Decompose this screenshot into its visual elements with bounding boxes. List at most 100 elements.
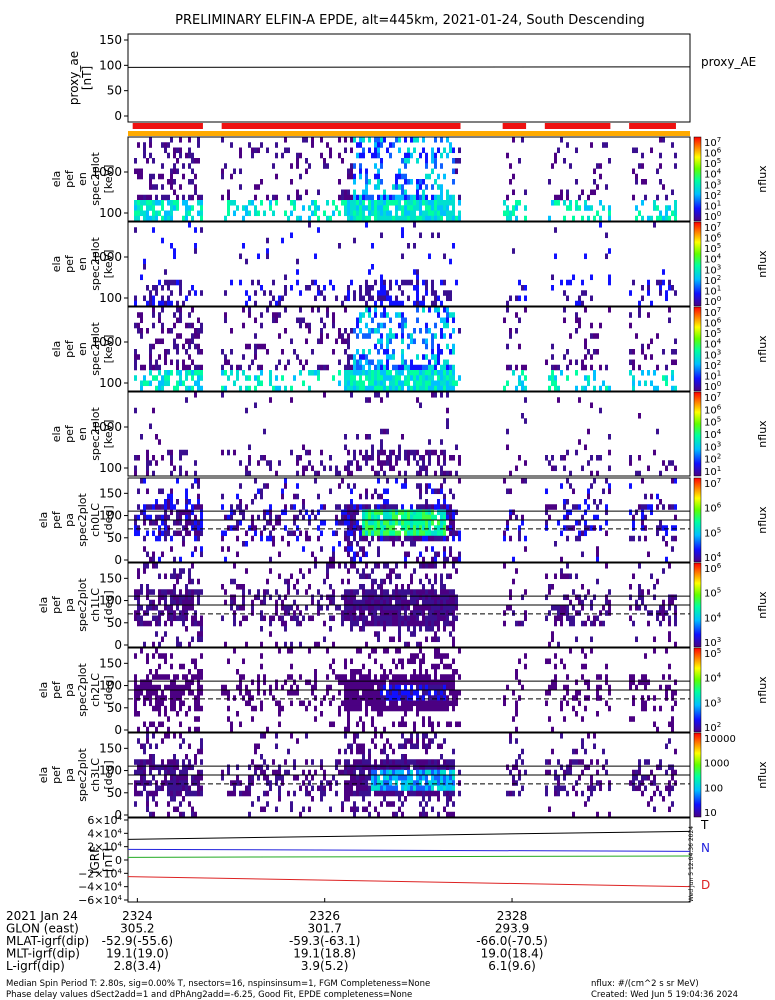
spectrogram-cell	[383, 535, 386, 542]
spectrogram-cell	[587, 460, 590, 466]
spectrogram-cell	[284, 509, 287, 516]
spectrogram-cell	[377, 509, 380, 516]
spectrogram-cell	[425, 743, 428, 750]
spectrogram-cell	[404, 599, 407, 606]
spectrogram-cell	[632, 525, 635, 531]
spectrogram-cell	[278, 312, 281, 318]
spectrogram-cell	[431, 594, 434, 601]
spectrogram-cell	[359, 648, 362, 654]
spectrogram-cell	[449, 520, 452, 526]
spectrogram-cell	[575, 594, 578, 601]
spectrogram-cell	[353, 295, 356, 302]
spectrogram-cell	[638, 364, 641, 371]
spectrogram-cell	[356, 364, 359, 371]
spectrogram-cell	[431, 636, 434, 643]
spectrogram-cell	[284, 620, 287, 627]
spectrogram-cell	[407, 520, 410, 526]
spectrogram-cell	[155, 385, 158, 392]
spectrogram-cell	[569, 620, 572, 627]
spectrogram-cell	[158, 556, 161, 563]
spectrogram-cell	[158, 380, 161, 387]
spectrogram-cell	[350, 626, 353, 632]
spectrogram-cell	[392, 785, 395, 792]
spectrogram-cell	[413, 137, 416, 143]
spectrogram-cell	[371, 785, 374, 792]
spectrogram-cell	[269, 620, 272, 627]
spectrogram-cell	[383, 499, 386, 505]
spectrogram-cell	[347, 173, 350, 180]
spectrogram-cell	[584, 205, 587, 211]
spectrogram-cell	[389, 509, 392, 516]
spectrogram-cell	[164, 653, 167, 659]
spectrogram-cell	[608, 158, 611, 164]
ylabel-line: [deg]	[102, 675, 115, 704]
spectrogram-cell	[395, 364, 398, 371]
spectrogram-cell	[359, 674, 362, 680]
spectrogram-cell	[170, 785, 173, 792]
spectrogram-cell	[338, 541, 341, 547]
spectrogram-cell	[431, 392, 434, 398]
spectrogram-cell	[359, 200, 362, 206]
spectrogram-cell	[143, 375, 146, 381]
red-segment	[544, 123, 611, 129]
spectrogram-cell	[458, 674, 461, 680]
spectrogram-cell	[137, 599, 140, 606]
spectrogram-cell	[434, 295, 437, 302]
spectrogram-cell	[404, 478, 407, 484]
spectrogram-cell	[410, 775, 413, 781]
spectrogram-cell	[308, 679, 311, 686]
spectrogram-cell	[227, 194, 230, 201]
spectrogram-cell	[398, 520, 401, 526]
spectrogram-cell	[548, 385, 551, 392]
spectrogram-cell	[410, 137, 413, 143]
spectrogram-cell	[230, 328, 233, 334]
spectrogram-cell	[353, 780, 356, 786]
spectrogram-cell	[578, 300, 581, 307]
spectrogram-cell	[386, 530, 389, 537]
spectrogram-cell	[344, 307, 347, 313]
spectrogram-cell	[650, 215, 653, 222]
spectrogram-cell	[332, 349, 335, 355]
spectrogram-cell	[590, 295, 593, 302]
spectrogram-cell	[392, 449, 395, 456]
spectrogram-cell	[170, 790, 173, 797]
spectrogram-cell	[275, 300, 278, 307]
spectrogram-cell	[425, 279, 428, 286]
spectrogram-cell	[344, 610, 347, 616]
spectrogram-cell	[350, 279, 353, 286]
spectrogram-cell	[509, 589, 512, 595]
spectrogram-cell	[164, 780, 167, 786]
spectrogram-cell	[305, 465, 308, 472]
spectrogram-cell	[161, 455, 164, 461]
spectrogram-cell	[404, 610, 407, 616]
spectrogram-cell	[356, 764, 359, 771]
spectrogram-cell	[584, 663, 587, 670]
spectrogram-cell	[335, 514, 338, 521]
spectrogram-cell	[644, 705, 647, 712]
spectrogram-cell	[281, 780, 284, 786]
spectrogram-cell	[389, 152, 392, 159]
spectrogram-cell	[452, 215, 455, 222]
spectrogram-cell	[374, 790, 377, 797]
spectrogram-cell	[182, 449, 185, 456]
spectrogram-cell	[347, 615, 350, 622]
spectrogram-cell	[356, 648, 359, 654]
spectrogram-cell	[224, 317, 227, 324]
spectrogram-cell	[380, 179, 383, 185]
spectrogram-cell	[656, 578, 659, 585]
spectrogram-cell	[260, 764, 263, 771]
spectrogram-cell	[197, 385, 200, 392]
spectrogram-cell	[674, 163, 677, 169]
spectrogram-cell	[266, 764, 269, 771]
spectrogram-cell	[443, 663, 446, 670]
spectrogram-cell	[434, 764, 437, 771]
spectrogram-cell	[137, 684, 140, 691]
spectrogram-cell	[191, 658, 194, 665]
spectrogram-cell	[359, 535, 362, 542]
spectrogram-cell	[410, 769, 413, 776]
spectrogram-cell	[362, 684, 365, 691]
spectrogram-cell	[185, 615, 188, 622]
spectrogram-cell	[608, 610, 611, 616]
spectrogram-cell	[575, 449, 578, 456]
spectrogram-cell	[437, 700, 440, 707]
